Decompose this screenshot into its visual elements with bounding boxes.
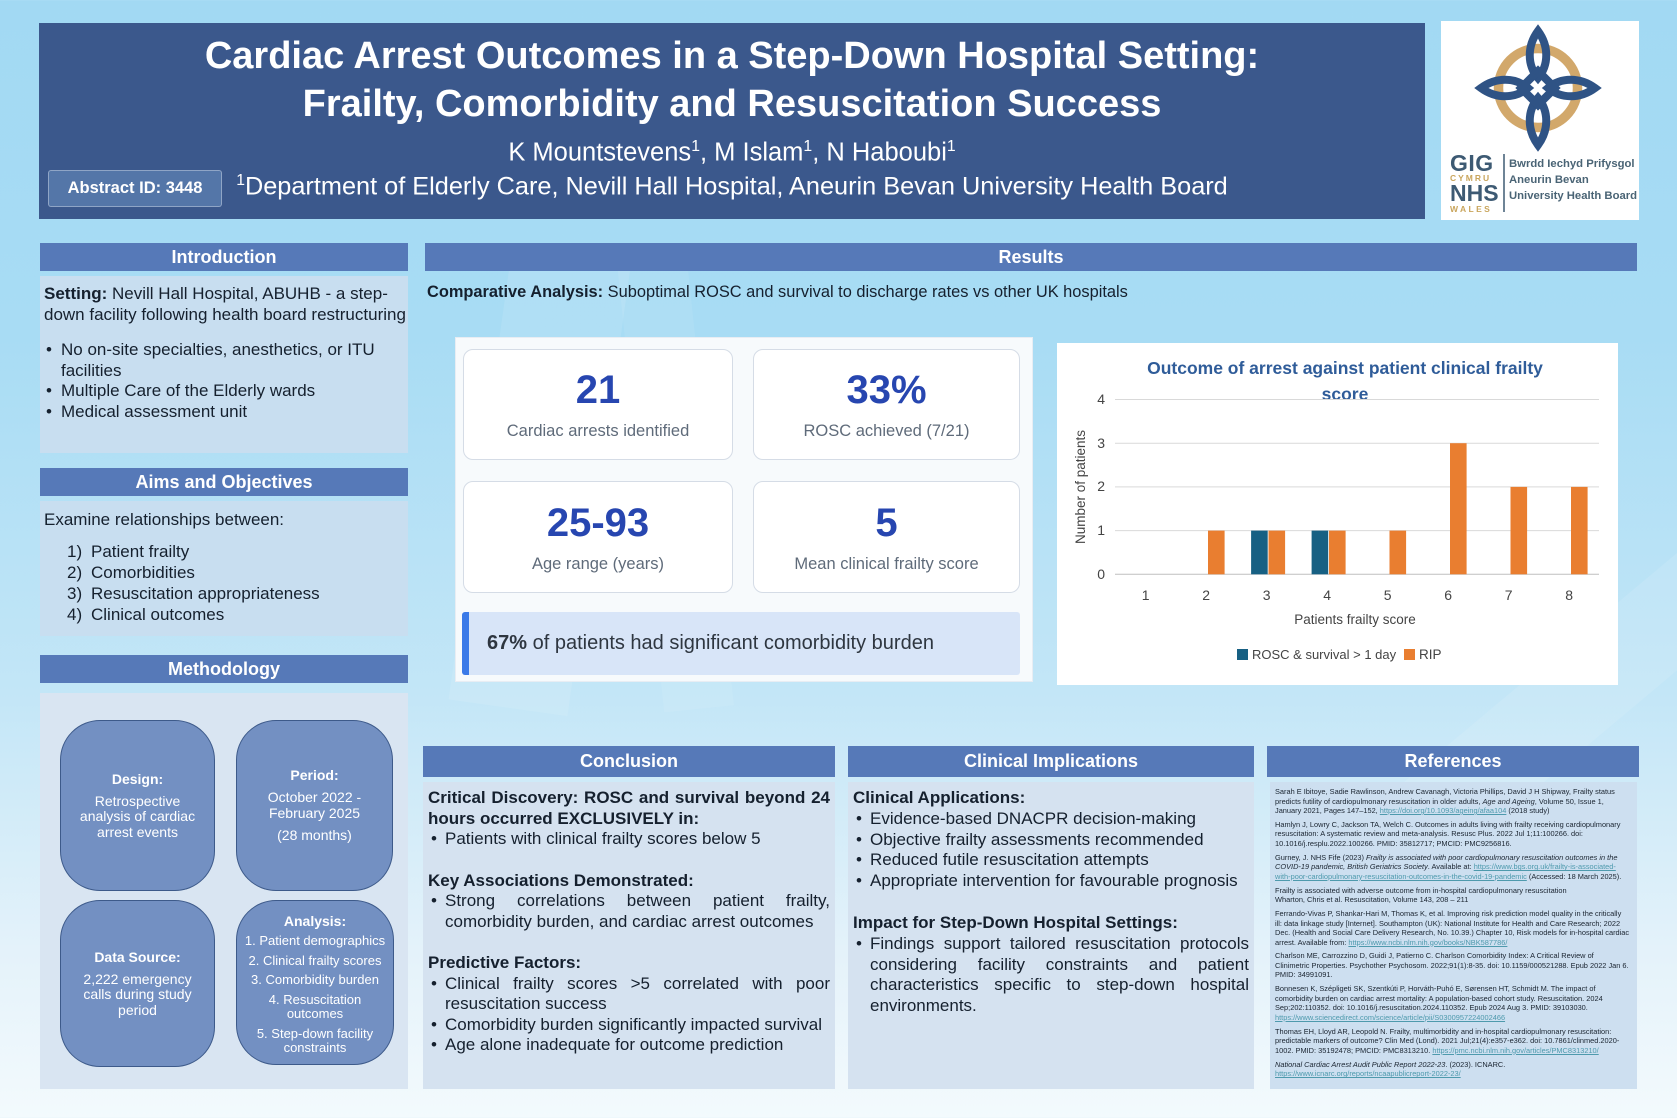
svg-text:GIG: GIG — [1450, 150, 1494, 176]
svg-text:WALES: WALES — [1450, 204, 1492, 214]
svg-text:3: 3 — [1097, 435, 1105, 451]
svg-text:RIP: RIP — [1419, 647, 1442, 662]
svg-text:6: 6 — [1444, 587, 1452, 603]
svg-text:4: 4 — [1323, 587, 1331, 603]
svg-text:7: 7 — [1505, 587, 1513, 603]
svg-text:0: 0 — [1097, 566, 1105, 582]
svg-text:8: 8 — [1565, 587, 1573, 603]
svg-text:3: 3 — [1263, 587, 1271, 603]
svg-text:NHS: NHS — [1450, 180, 1499, 206]
svg-text:score: score — [1322, 384, 1369, 404]
svg-text:CYMRU: CYMRU — [1450, 173, 1491, 183]
svg-text:1: 1 — [1097, 522, 1105, 538]
svg-text:1: 1 — [1142, 587, 1150, 603]
svg-text:2: 2 — [1097, 478, 1105, 494]
svg-text:Bwrdd Iechyd Prifysgol: Bwrdd Iechyd Prifysgol — [1509, 158, 1635, 170]
svg-text:Patients frailty score: Patients frailty score — [1294, 612, 1416, 627]
svg-text:Aneurin Bevan: Aneurin Bevan — [1509, 174, 1589, 186]
svg-text:University Health Board: University Health Board — [1509, 190, 1637, 202]
svg-text:2: 2 — [1202, 587, 1210, 603]
svg-text:4: 4 — [1097, 391, 1105, 407]
svg-text:Number of patients: Number of patients — [1073, 430, 1088, 544]
svg-text:ROSC & survival > 1 day: ROSC & survival > 1 day — [1252, 647, 1397, 662]
svg-text:5: 5 — [1384, 587, 1392, 603]
svg-text:Outcome of arrest against pati: Outcome of arrest against patient clinic… — [1147, 358, 1543, 378]
